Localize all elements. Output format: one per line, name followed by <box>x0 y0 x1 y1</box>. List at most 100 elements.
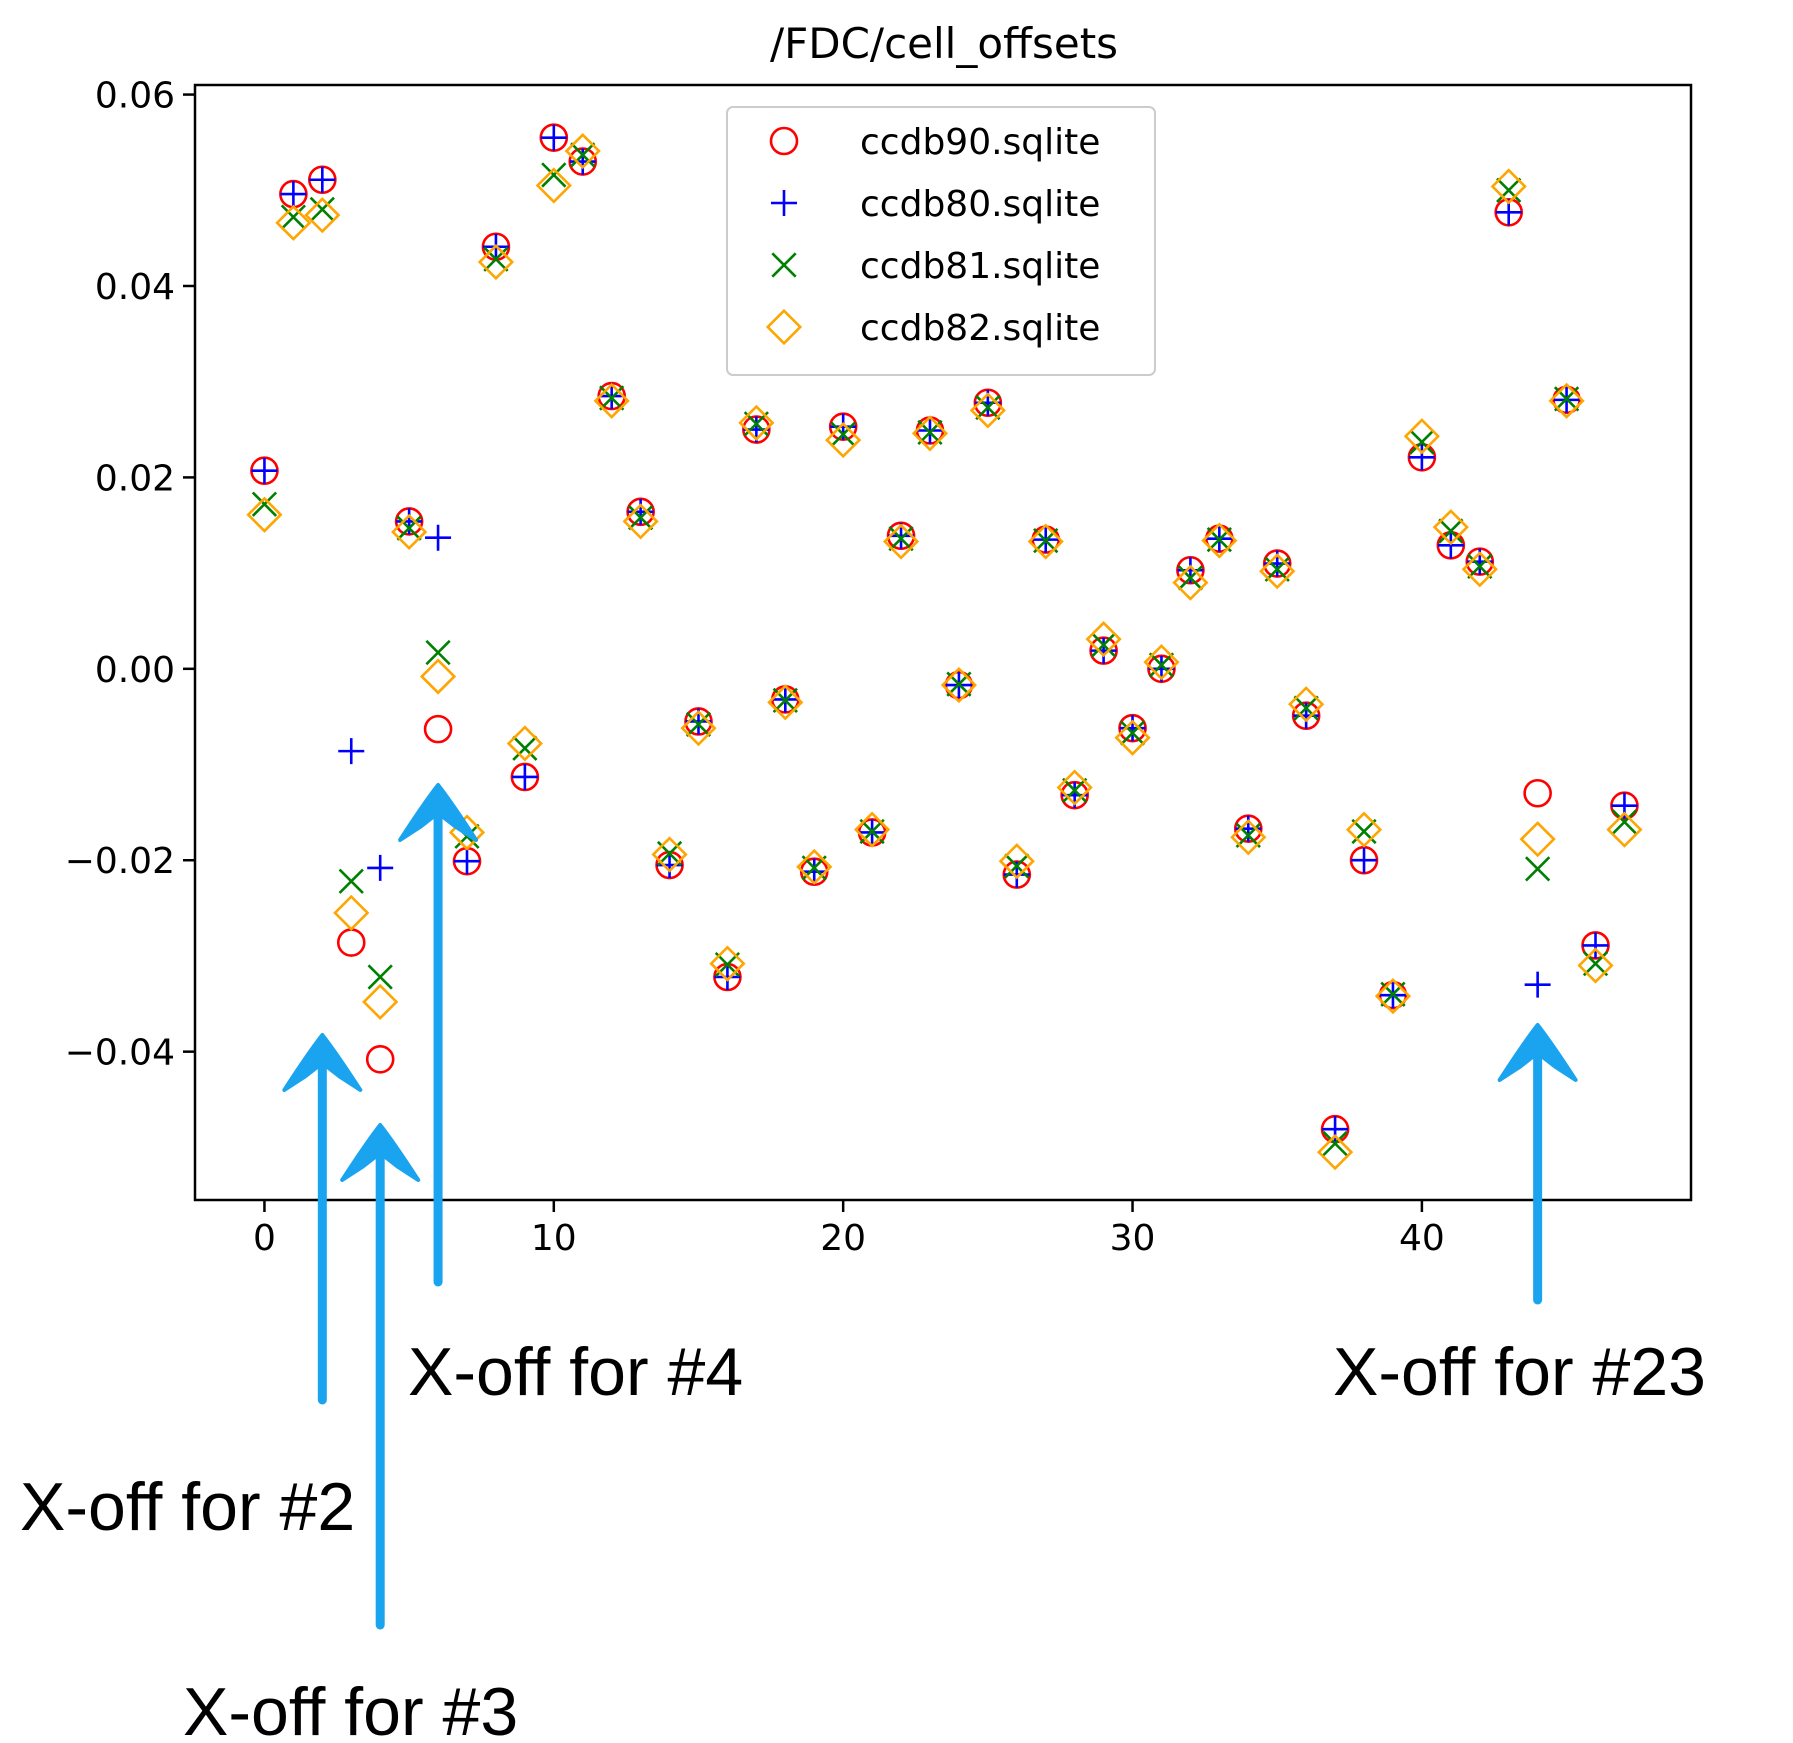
data-point <box>1519 821 1556 858</box>
legend: ccdb90.sqlite ccdb80.sqlite ccdb81.sqlite c… <box>726 106 1156 376</box>
data-point <box>280 181 307 208</box>
data-point <box>1259 553 1296 590</box>
data-point <box>1230 819 1267 856</box>
data-point <box>911 415 949 452</box>
data-point <box>1090 632 1117 658</box>
data-point <box>1490 168 1527 205</box>
arrow-head <box>1497 1023 1578 1082</box>
data-point <box>656 852 683 879</box>
data-point <box>419 658 457 695</box>
data-point <box>1148 652 1175 678</box>
data-point <box>1606 811 1643 848</box>
data-point <box>1403 418 1440 455</box>
data-point <box>309 196 335 223</box>
annotation-arrow <box>398 783 479 1287</box>
data-point <box>598 383 625 410</box>
data-point <box>391 513 428 551</box>
data-point <box>333 894 370 931</box>
y-tick-label: 0.04 <box>95 267 175 308</box>
legend-entry: ccdb81.sqlite <box>860 246 1100 287</box>
x-tick-label: 30 <box>1110 1218 1156 1259</box>
data-point <box>593 382 630 419</box>
annotation-arrow <box>340 1123 421 1630</box>
plot-axes: 0 10 20 30 40 −0.04 −0.02 0.00 0.02 0.04 0.06 <box>65 76 1693 1259</box>
data-point <box>396 515 422 541</box>
data-points <box>246 123 1643 1171</box>
data-point <box>540 124 567 151</box>
data-point <box>1582 932 1609 959</box>
legend-marker <box>765 308 803 346</box>
data-point <box>367 964 393 990</box>
data-point <box>1351 847 1378 874</box>
data-point <box>1611 809 1638 835</box>
data-point <box>251 491 278 517</box>
y-tick-label: −0.04 <box>65 1033 175 1074</box>
data-point <box>1085 621 1122 658</box>
annotation-label: X-off for #2 <box>20 1469 355 1545</box>
arrow-head <box>398 783 479 842</box>
data-point <box>709 945 746 982</box>
data-point <box>801 858 828 885</box>
data-point <box>1523 778 1552 808</box>
y-tick-label: 0.06 <box>95 76 175 117</box>
data-point <box>483 246 509 272</box>
data-point <box>830 421 856 447</box>
annotation-label: X-off for #3 <box>183 1674 518 1743</box>
data-point <box>888 526 914 552</box>
legend-marker <box>771 252 797 278</box>
data-point <box>882 523 920 560</box>
data-point <box>1027 523 1064 560</box>
chart-title: /FDC/cell_offsets <box>770 19 1118 68</box>
annotation-arrow <box>282 1033 363 1405</box>
data-point <box>916 417 943 444</box>
y-tick-label: −0.02 <box>65 841 175 882</box>
data-point <box>1408 444 1435 471</box>
data-point <box>367 854 394 881</box>
y-tick-label: 0.02 <box>95 458 175 499</box>
series-ccdb80-sqlite <box>251 124 1638 1143</box>
data-point <box>362 983 399 1020</box>
data-point <box>1119 715 1146 742</box>
legend-marker <box>771 190 797 216</box>
data-point <box>454 848 480 875</box>
annotations: X-off for #2 X-off for #3 X-off for #4 X-of… <box>20 783 1706 1743</box>
data-point <box>425 639 451 666</box>
data-point <box>1524 971 1551 998</box>
data-point <box>1577 947 1614 984</box>
data-point <box>541 162 567 188</box>
x-tick-label: 0 <box>253 1218 276 1259</box>
data-point <box>1409 429 1435 455</box>
data-point <box>1317 1134 1354 1171</box>
data-point <box>1374 978 1412 1015</box>
data-point <box>1322 1116 1349 1143</box>
data-point <box>888 522 915 549</box>
data-point <box>1090 637 1117 664</box>
data-point <box>309 166 336 193</box>
data-point <box>1438 518 1464 544</box>
data-point <box>535 167 572 204</box>
data-point <box>1432 509 1469 546</box>
data-point <box>1525 856 1551 882</box>
data-point <box>304 197 341 234</box>
data-point <box>423 714 453 744</box>
data-point <box>622 503 659 540</box>
annotation-label: X-off for #23 <box>1333 1334 1706 1410</box>
data-point <box>1177 565 1204 591</box>
data-point <box>651 836 688 873</box>
data-point <box>714 964 741 990</box>
data-point <box>338 738 365 765</box>
data-point <box>680 710 717 747</box>
x-tick-label: 10 <box>531 1218 577 1259</box>
data-point <box>336 928 366 957</box>
data-point <box>564 132 601 170</box>
legend-entry: ccdb90.sqlite <box>860 122 1100 163</box>
annotation-label: X-off for #4 <box>408 1334 743 1410</box>
data-point <box>627 498 654 525</box>
plot-frame <box>193 83 1693 1202</box>
data-point <box>1467 553 1493 580</box>
data-point <box>570 142 596 168</box>
data-point <box>338 868 364 894</box>
data-point <box>569 148 596 175</box>
data-point <box>969 392 1006 429</box>
